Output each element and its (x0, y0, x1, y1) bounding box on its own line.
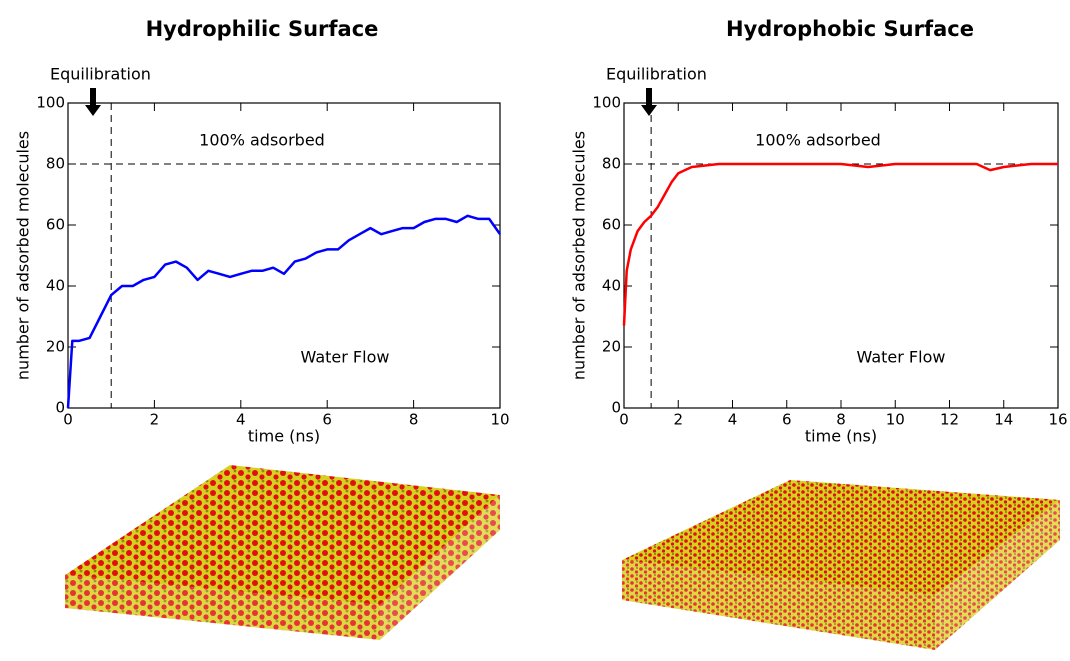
x-tick-label: 4 (728, 411, 738, 429)
x-tick-label: 2 (673, 411, 683, 429)
annotation: Water Flow (301, 348, 390, 367)
x-axis-label: time (ns) (805, 427, 877, 446)
annotation: 100% adsorbed (199, 131, 325, 150)
x-tick-label: 8 (409, 411, 419, 429)
annotation: Equilibration (50, 65, 151, 84)
y-tick-label: 100 (36, 94, 65, 112)
x-tick-label: 10 (490, 411, 509, 429)
annotation: Equilibration (606, 65, 707, 84)
data-line (66, 214, 502, 409)
y-tick-label: 20 (602, 338, 621, 356)
arrow (85, 88, 101, 116)
y-tick-label: 40 (602, 277, 621, 295)
y-tick-label: 40 (46, 277, 65, 295)
hydrophobic-surface-image (622, 480, 1060, 650)
annotation: Water Flow (857, 348, 946, 367)
x-tick-label: 0 (63, 411, 73, 429)
hydrophilic-surface-image (65, 465, 500, 640)
x-tick-label: 2 (150, 411, 160, 429)
y-tick-label: 0 (611, 399, 621, 417)
x-tick-label: 6 (322, 411, 332, 429)
data-line (622, 162, 1058, 326)
y-tick-label: 60 (602, 216, 621, 234)
y-axis-label: number of adsorbed molecules (14, 131, 33, 380)
x-tick-label: 16 (1048, 411, 1067, 429)
x-tick-label: 6 (782, 411, 792, 429)
chart-title: Hydrophobic Surface (726, 17, 974, 41)
y-axis-label: number of adsorbed molecules (570, 131, 589, 380)
plot-frame (67, 102, 501, 409)
x-axis-label: time (ns) (248, 427, 320, 446)
y-tick-label: 0 (55, 399, 65, 417)
x-tick-label: 0 (619, 411, 629, 429)
y-tick-label: 20 (46, 338, 65, 356)
annotation: 100% adsorbed (755, 131, 881, 150)
chart-title: Hydrophilic Surface (146, 17, 379, 41)
y-tick-label: 80 (602, 155, 621, 173)
x-tick-label: 4 (236, 411, 246, 429)
y-tick-label: 60 (46, 216, 65, 234)
x-tick-label: 8 (836, 411, 846, 429)
x-tick-label: 14 (994, 411, 1013, 429)
y-tick-label: 80 (46, 155, 65, 173)
arrow (641, 88, 657, 116)
x-tick-label: 12 (940, 411, 959, 429)
y-tick-label: 100 (592, 94, 621, 112)
x-tick-label: 10 (886, 411, 905, 429)
